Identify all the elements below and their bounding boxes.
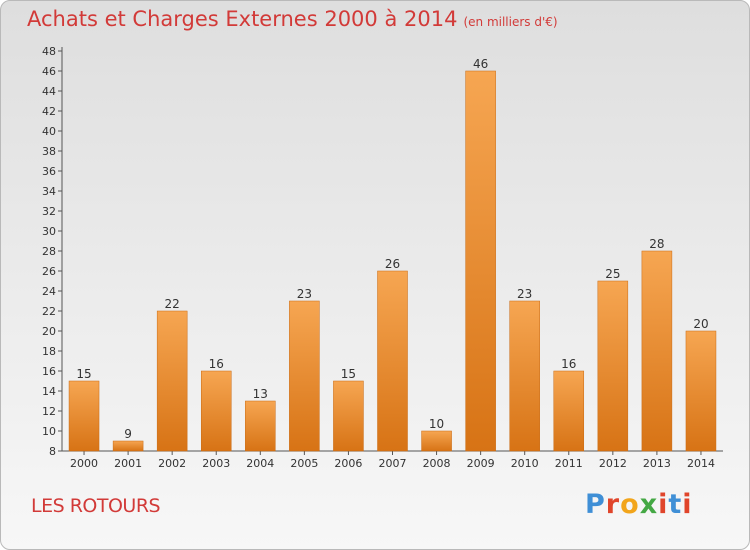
y-tick-label: 28 — [42, 245, 56, 258]
logo-letter: i — [682, 489, 693, 520]
y-tick-label: 20 — [42, 325, 56, 338]
y-tick-label: 34 — [42, 185, 56, 198]
bar — [641, 250, 673, 452]
chart-axes: 8 10 12 14 16 18 20 22 24 26 28 30 32 34 36 38 40 42 44 46 4… — [42, 45, 723, 470]
bar — [421, 430, 452, 452]
bar — [685, 330, 717, 452]
data-label: 16 — [561, 357, 576, 371]
data-label: 15 — [341, 367, 356, 381]
x-tick-label: 2009 — [467, 457, 495, 470]
x-tick-label: 2002 — [158, 457, 186, 470]
y-tick-label: 24 — [42, 285, 56, 298]
y-tick-label: 46 — [42, 65, 56, 78]
bar — [509, 300, 540, 452]
bar — [200, 370, 232, 452]
x-tick-label: 2004 — [246, 457, 274, 470]
x-tick-label: 2003 — [202, 457, 230, 470]
bar — [377, 270, 408, 452]
y-tick-label: 32 — [42, 205, 56, 218]
data-label: 9 — [124, 427, 132, 441]
chart-unit: (en milliers d'€) — [463, 15, 558, 29]
x-tick-label: 2001 — [114, 457, 142, 470]
y-tick-label: 18 — [42, 345, 56, 358]
y-tick-label: 36 — [42, 165, 56, 178]
logo-letter: P — [585, 489, 606, 520]
y-tick-label: 16 — [42, 365, 56, 378]
bar — [597, 280, 629, 452]
data-label: 23 — [517, 287, 532, 301]
y-tick-label: 38 — [42, 145, 56, 158]
data-label: 13 — [253, 387, 268, 401]
y-tick-label: 12 — [42, 405, 56, 418]
data-label: 23 — [297, 287, 312, 301]
logo-letter: x — [639, 489, 659, 520]
x-tick-label: 2011 — [555, 457, 583, 470]
bar — [68, 380, 100, 452]
y-tick-label: 8 — [49, 445, 56, 458]
y-tick-label: 42 — [42, 105, 56, 118]
y-tick-label: 44 — [42, 85, 56, 98]
x-tick-label: 2013 — [643, 457, 671, 470]
y-tick-label: 22 — [42, 305, 56, 318]
logo-letter: i — [658, 489, 669, 520]
data-label: 22 — [165, 297, 180, 311]
x-tick-label: 2005 — [290, 457, 318, 470]
bar — [245, 400, 276, 452]
data-label: 16 — [209, 357, 224, 371]
data-label: 26 — [385, 257, 400, 271]
x-tick-label: 2007 — [379, 457, 407, 470]
y-tick-label: 14 — [42, 385, 56, 398]
logo-letter: t — [668, 489, 683, 520]
bar — [112, 440, 144, 452]
data-label: 15 — [76, 367, 91, 381]
y-tick-label: 10 — [42, 425, 56, 438]
y-tick-label: 30 — [42, 225, 56, 238]
data-label: 25 — [605, 267, 620, 281]
bar — [333, 380, 364, 452]
logo-letter: r — [605, 489, 621, 520]
x-tick-label: 2008 — [423, 457, 451, 470]
x-tick-label: 2000 — [70, 457, 98, 470]
x-tick-label: 2014 — [687, 457, 715, 470]
x-tick-label: 2006 — [334, 457, 362, 470]
bar — [553, 370, 585, 452]
x-tick-label: 2010 — [511, 457, 539, 470]
data-label: 28 — [649, 237, 664, 251]
y-tick-label: 40 — [42, 125, 56, 138]
proxiti-logo[interactable]: Proxiti — [585, 489, 693, 520]
y-tick-label: 26 — [42, 265, 56, 278]
data-label: 10 — [429, 417, 444, 431]
logo-letter: o — [620, 489, 640, 520]
chart-title-text: Achats et Charges Externes 2000 à 2014 — [27, 7, 458, 31]
bar — [465, 70, 496, 452]
bar — [156, 310, 188, 452]
x-tick-label: 2012 — [599, 457, 627, 470]
chart-bars: 15 9 22 16 13 23 15 26 10 46 23 16 25 28 20 — [68, 57, 717, 452]
bar — [289, 300, 320, 452]
y-tick-label: 48 — [42, 45, 56, 58]
place-name: LES ROTOURS — [31, 495, 161, 517]
data-label: 46 — [473, 57, 488, 71]
data-label: 20 — [693, 317, 708, 331]
chart-title: Achats et Charges Externes 2000 à 2014 (e… — [27, 7, 558, 31]
